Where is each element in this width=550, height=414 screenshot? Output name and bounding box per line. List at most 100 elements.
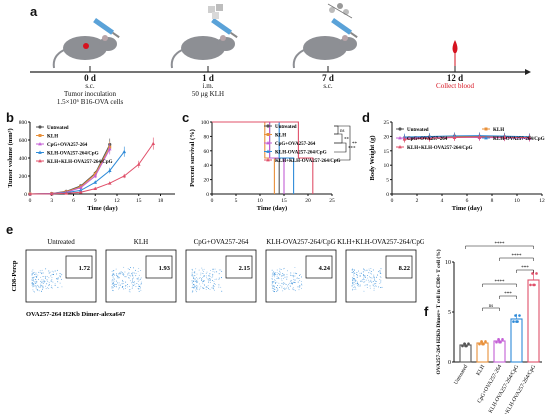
cell-dot: [45, 283, 47, 285]
cell-dot: [292, 275, 294, 277]
x-tick-label: 15: [136, 198, 142, 204]
cell-dot: [140, 289, 142, 291]
cell-dot: [353, 281, 355, 283]
cell-dot: [212, 288, 214, 290]
flow-plot-frame: [185, 249, 257, 303]
cell-dot: [132, 271, 134, 273]
cell-dot: [191, 287, 193, 289]
cell-dot: [112, 278, 114, 280]
cell-dot: [378, 286, 380, 288]
cell-dot: [137, 280, 139, 282]
cell-dot: [300, 281, 302, 282]
cell-dot: [129, 280, 131, 282]
cell-dot: [276, 281, 278, 283]
y-tick-label: 60: [204, 149, 210, 155]
cell-dot: [36, 289, 38, 291]
replicate-dot: [467, 342, 470, 345]
cell-dot: [121, 271, 123, 273]
cell-dot: [356, 276, 358, 278]
cell-dot: [214, 283, 216, 285]
cell-dot: [35, 272, 37, 274]
cell-dot: [293, 272, 295, 274]
cell-dot: [137, 288, 139, 290]
cell-dot: [132, 281, 133, 283]
cell-dot: [138, 290, 140, 292]
cell-dot: [118, 288, 120, 290]
replicate-dot: [512, 320, 515, 323]
legend-marker: [38, 134, 42, 137]
cell-dot: [112, 282, 114, 284]
cell-dot: [212, 280, 214, 282]
cell-dot: [276, 269, 278, 271]
replicate-dot: [535, 272, 538, 275]
legend-entry: Untreated: [407, 128, 429, 133]
cell-dot: [273, 271, 275, 273]
cell-dot: [370, 277, 372, 279]
cell-dot: [112, 290, 114, 292]
cell-dot: [286, 276, 288, 278]
cell-dot: [358, 270, 359, 272]
cell-dot: [195, 285, 197, 287]
series-line: [404, 135, 530, 138]
cell-dot: [274, 288, 276, 290]
cell-dot: [379, 276, 381, 277]
cell-dot: [274, 279, 276, 281]
replicate-dot: [501, 338, 504, 341]
cell-dot: [193, 287, 195, 289]
cell-dot: [129, 289, 131, 290]
cell-dot: [360, 281, 361, 282]
cell-dot: [280, 268, 282, 270]
cell-dot: [273, 274, 275, 276]
x-axis-label: OVA257-264 H2Kb Dimer-alexa647: [26, 311, 126, 318]
cell-dot: [51, 285, 53, 287]
replicate-dot: [464, 344, 467, 348]
cell-dot: [369, 285, 371, 287]
cell-dot: [353, 273, 354, 275]
cell-dot: [290, 272, 292, 274]
cell-dot: [31, 273, 33, 275]
cell-dot: [125, 284, 127, 286]
gate-percentage: 4.24: [319, 265, 331, 272]
cell-dot: [125, 287, 126, 289]
flow-plot-frame: [105, 249, 177, 303]
cell-dot: [368, 281, 370, 283]
cell-dot: [192, 269, 193, 271]
cell-dot: [214, 271, 216, 273]
body-weight-chart: 0 2 4 6 8 10 12 0 5 10 15 20 25 Time (day) Body Weight…: [369, 120, 545, 212]
cell-dot: [292, 287, 294, 289]
cell-dot: [207, 279, 209, 281]
cell-dot: [45, 285, 47, 287]
cell-dot: [199, 287, 201, 289]
cell-dot: [213, 286, 215, 287]
cell-dot: [199, 277, 201, 279]
cell-dot: [42, 276, 44, 277]
cell-dot: [371, 277, 373, 279]
cell-dot: [127, 286, 129, 288]
cell-dot: [271, 276, 273, 278]
mouse-icon: [170, 35, 235, 69]
legend-entry: KLH-OVA257-264/CpG: [275, 151, 327, 156]
cell-dot: [359, 284, 361, 286]
cell-dot: [290, 274, 292, 276]
cell-dot: [209, 278, 211, 279]
significance-label: ns: [340, 129, 345, 134]
cell-dot: [193, 285, 195, 287]
cell-dot: [111, 275, 113, 277]
cell-dot: [122, 279, 123, 281]
cell-dot: [216, 271, 218, 273]
data-point: [93, 180, 98, 184]
cell-dot: [364, 270, 366, 272]
significance-bracket: [334, 142, 347, 153]
cell-dot: [135, 272, 137, 274]
cell-dot: [209, 281, 211, 283]
x-tick-label: 12: [539, 198, 545, 204]
y-axis-label: OVA257-264 H2Kb Dimer+ T cell in CD8+ T …: [435, 249, 442, 374]
cell-dot: [373, 274, 375, 276]
cell-dot: [133, 272, 135, 274]
replicate-dot: [498, 340, 501, 344]
cell-dot: [285, 288, 286, 290]
cell-dot: [35, 273, 37, 275]
x-tick-label: 0: [211, 198, 214, 204]
cell-dot: [198, 289, 200, 291]
cell-dot: [362, 274, 364, 275]
